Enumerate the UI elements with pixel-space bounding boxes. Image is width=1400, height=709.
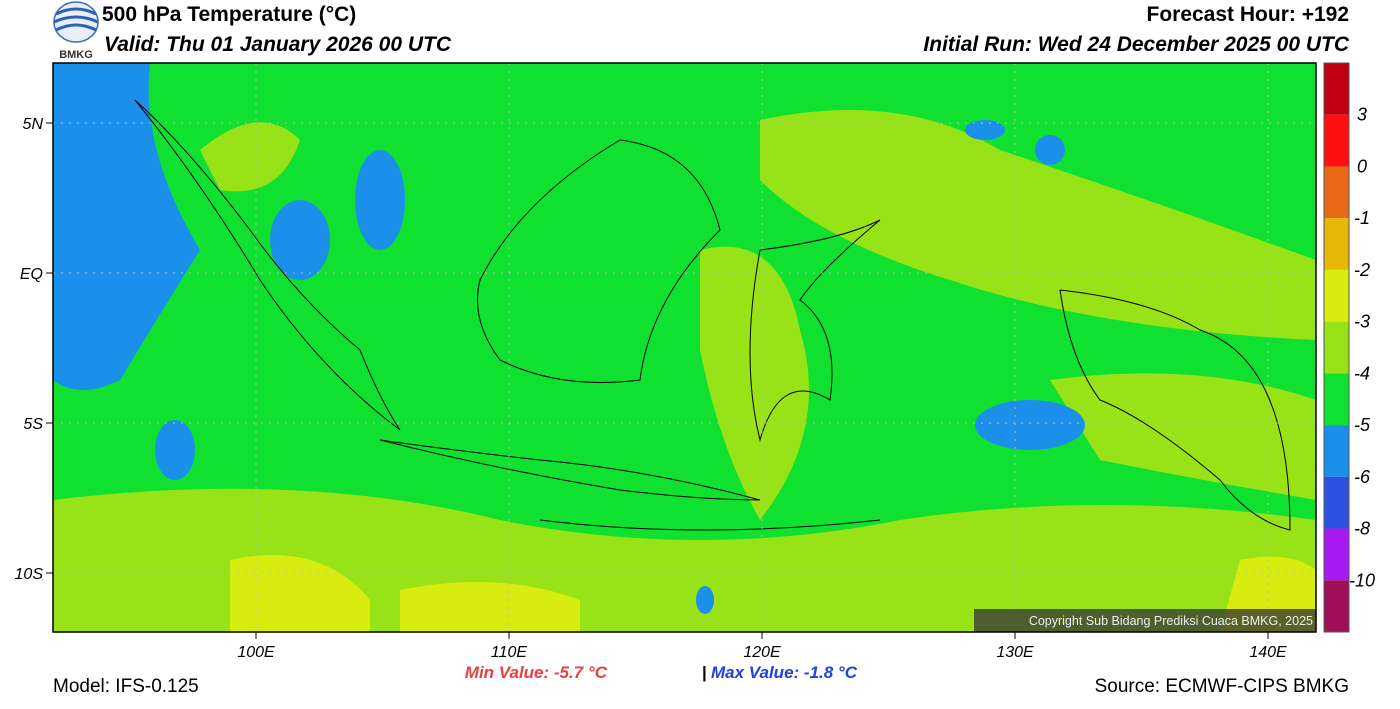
copyright: Copyright Sub Bidang Prediksi Cuaca BMKG…	[1029, 614, 1313, 628]
lon-label: 120E	[743, 644, 781, 661]
colorbar-segment	[1324, 114, 1349, 167]
colorbar-segment	[1324, 580, 1349, 632]
title: 500 hPa Temperature (°C)	[102, 3, 356, 26]
lat-label: 10S	[15, 566, 44, 583]
colorbar-label: -2	[1354, 260, 1370, 280]
lon-label: 140E	[1249, 644, 1287, 661]
model: Model: IFS-0.125	[53, 676, 199, 697]
colorbar-label: -8	[1354, 519, 1370, 539]
colorbar-segment	[1324, 476, 1349, 529]
initial-run: Initial Run: Wed 24 December 2025 00 UTC	[923, 33, 1349, 56]
colorbar-label: -6	[1354, 467, 1371, 487]
lon-label: 110E	[491, 644, 528, 661]
colorbar-label: 3	[1357, 105, 1367, 125]
colorbar-label: -1	[1354, 208, 1370, 228]
lat-label: 5S	[23, 416, 43, 433]
colorbar-label: -10	[1349, 570, 1375, 590]
lat-label: 5N	[23, 116, 44, 133]
colorbar-segment	[1324, 269, 1349, 322]
max-value: Max Value: -1.8 °C	[711, 663, 858, 682]
colorbar-segment	[1324, 528, 1349, 581]
colorbar-segment	[1324, 373, 1349, 426]
valid-time: Valid: Thu 01 January 2026 00 UTC	[104, 33, 452, 56]
colorbar-label: -4	[1354, 363, 1370, 383]
separator: |	[702, 663, 707, 682]
lon-label: 100E	[237, 644, 275, 661]
lon-label: 130E	[996, 644, 1034, 661]
lat-label: EQ	[20, 266, 43, 283]
colorbar-label: -5	[1354, 415, 1371, 435]
colorbar-segment	[1324, 63, 1349, 115]
colorbar-segment	[1324, 218, 1349, 270]
map-frame	[52, 62, 1317, 633]
colorbar-segment	[1324, 166, 1349, 219]
colorbar-label: -3	[1354, 312, 1370, 332]
temperature-field: Copyright Sub Bidang Prediksi Cuaca BMKG…	[53, 63, 1316, 632]
min-value: Min Value: -5.7 °C	[465, 663, 608, 682]
colorbar-segment	[1324, 425, 1349, 477]
colorbar-segment	[1324, 321, 1349, 374]
logo-text: BMKG	[59, 49, 93, 61]
forecast-hour: Forecast Hour: +192	[1147, 3, 1350, 26]
source: Source: ECMWF-CIPS BMKG	[1095, 676, 1349, 697]
logo: BMKG	[53, 1, 99, 61]
colorbar-frame	[1323, 62, 1350, 633]
colorbar-label: 0	[1357, 156, 1367, 176]
